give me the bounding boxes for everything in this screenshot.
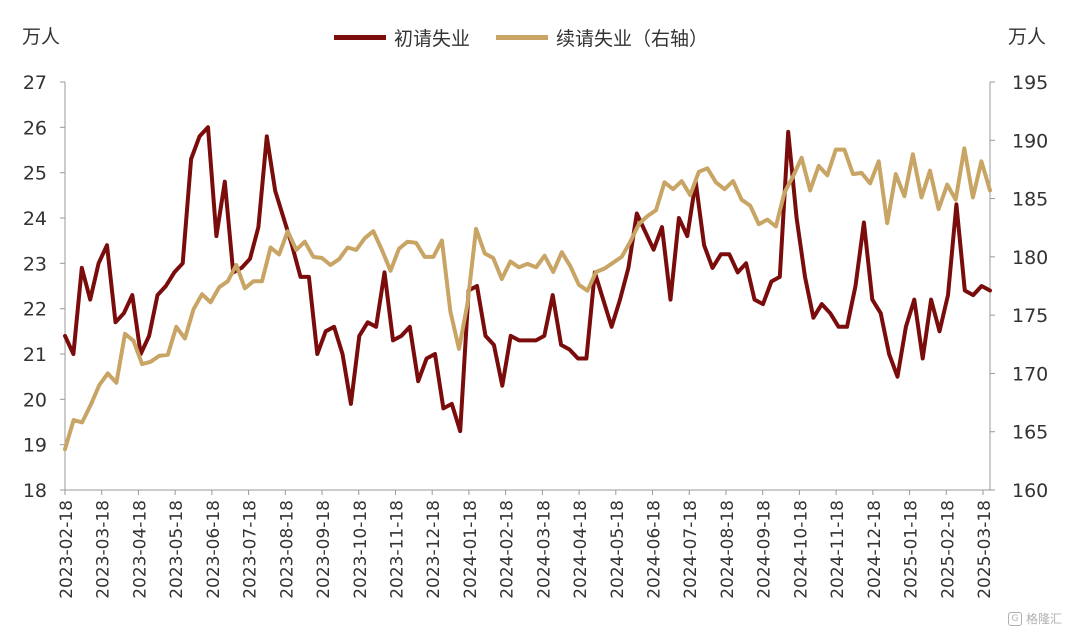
left-y-tick-label: 21 bbox=[23, 344, 47, 366]
x-tick-label: 2024-10-18 bbox=[791, 500, 811, 599]
left-y-tick-label: 26 bbox=[23, 117, 47, 139]
legend-label-continuing-claims: 续请失业（右轴） bbox=[556, 28, 709, 50]
gelonghui-logo-icon: G bbox=[1008, 611, 1022, 626]
x-tick-label: 2023-07-18 bbox=[241, 500, 261, 599]
x-tick-label: 2024-09-18 bbox=[755, 500, 775, 599]
left-y-tick-label: 24 bbox=[23, 208, 47, 230]
x-tick-label: 2025-01-18 bbox=[902, 500, 922, 599]
x-tick-label: 2024-07-18 bbox=[681, 500, 701, 599]
legend-swatch-initial-claims bbox=[334, 35, 386, 40]
x-tick-label: 2024-04-18 bbox=[571, 500, 591, 599]
x-tick-label: 2023-02-18 bbox=[57, 500, 77, 599]
right-y-tick-label: 185 bbox=[1012, 189, 1048, 211]
legend-item-initial-claims: 初请失业 bbox=[334, 24, 470, 51]
x-tick-label: 2024-02-18 bbox=[498, 500, 518, 599]
x-tick-label: 2023-09-18 bbox=[314, 500, 334, 599]
left-y-tick-label: 20 bbox=[23, 389, 47, 411]
x-tick-label: 2024-01-18 bbox=[461, 500, 481, 599]
watermark: G 格隆汇 bbox=[1008, 610, 1062, 627]
right-y-tick-label: 175 bbox=[1012, 305, 1048, 327]
series-line-continuing-claims bbox=[63, 146, 992, 452]
x-tick-label: 2023-11-18 bbox=[387, 500, 407, 599]
watermark-text: 格隆汇 bbox=[1026, 612, 1063, 626]
right-y-tick-label: 170 bbox=[1012, 363, 1048, 385]
x-tick-label: 2024-05-18 bbox=[608, 500, 628, 599]
x-tick-label: 2024-08-18 bbox=[718, 500, 738, 599]
legend-item-continuing-claims: 续请失业（右轴） bbox=[496, 24, 708, 51]
left-y-tick-label: 22 bbox=[23, 299, 47, 321]
x-tick-label: 2024-06-18 bbox=[645, 500, 665, 599]
x-tick-label: 2023-06-18 bbox=[204, 500, 224, 599]
x-tick-label: 2023-10-18 bbox=[351, 500, 371, 599]
x-tick-label: 2023-08-18 bbox=[277, 500, 297, 599]
x-tick-label: 2024-12-18 bbox=[865, 500, 885, 599]
right-y-tick-label: 190 bbox=[1012, 130, 1048, 152]
x-tick-label: 2023-04-18 bbox=[130, 500, 150, 599]
x-tick-label: 2024-03-18 bbox=[534, 500, 554, 599]
left-y-tick-label: 25 bbox=[23, 163, 47, 185]
x-tick-label: 2025-03-18 bbox=[975, 500, 995, 599]
x-tick-label: 2023-03-18 bbox=[94, 500, 114, 599]
x-tick-label: 2025-02-18 bbox=[938, 500, 958, 599]
legend-swatch-continuing-claims bbox=[496, 35, 549, 40]
legend-label-initial-claims: 初请失业 bbox=[394, 28, 471, 50]
series-line-initial-claims bbox=[63, 125, 992, 434]
left-axis-unit: 万人 bbox=[22, 26, 61, 48]
right-y-tick-label: 165 bbox=[1012, 422, 1048, 444]
left-y-tick-label: 19 bbox=[23, 435, 47, 457]
right-axis-unit: 万人 bbox=[1008, 26, 1047, 48]
legend: 初请失业 续请失业（右轴） bbox=[334, 24, 734, 51]
left-y-tick-label: 18 bbox=[23, 480, 47, 502]
right-y-tick-label: 160 bbox=[1012, 480, 1048, 502]
x-tick-label: 2023-12-18 bbox=[424, 500, 444, 599]
x-tick-label: 2024-11-18 bbox=[828, 500, 848, 599]
x-tick-label: 2023-05-18 bbox=[167, 500, 187, 599]
left-y-tick-label: 23 bbox=[23, 253, 47, 275]
right-y-tick-label: 195 bbox=[1012, 72, 1048, 94]
right-y-tick-label: 180 bbox=[1012, 247, 1048, 269]
left-y-tick-label: 27 bbox=[23, 72, 47, 94]
